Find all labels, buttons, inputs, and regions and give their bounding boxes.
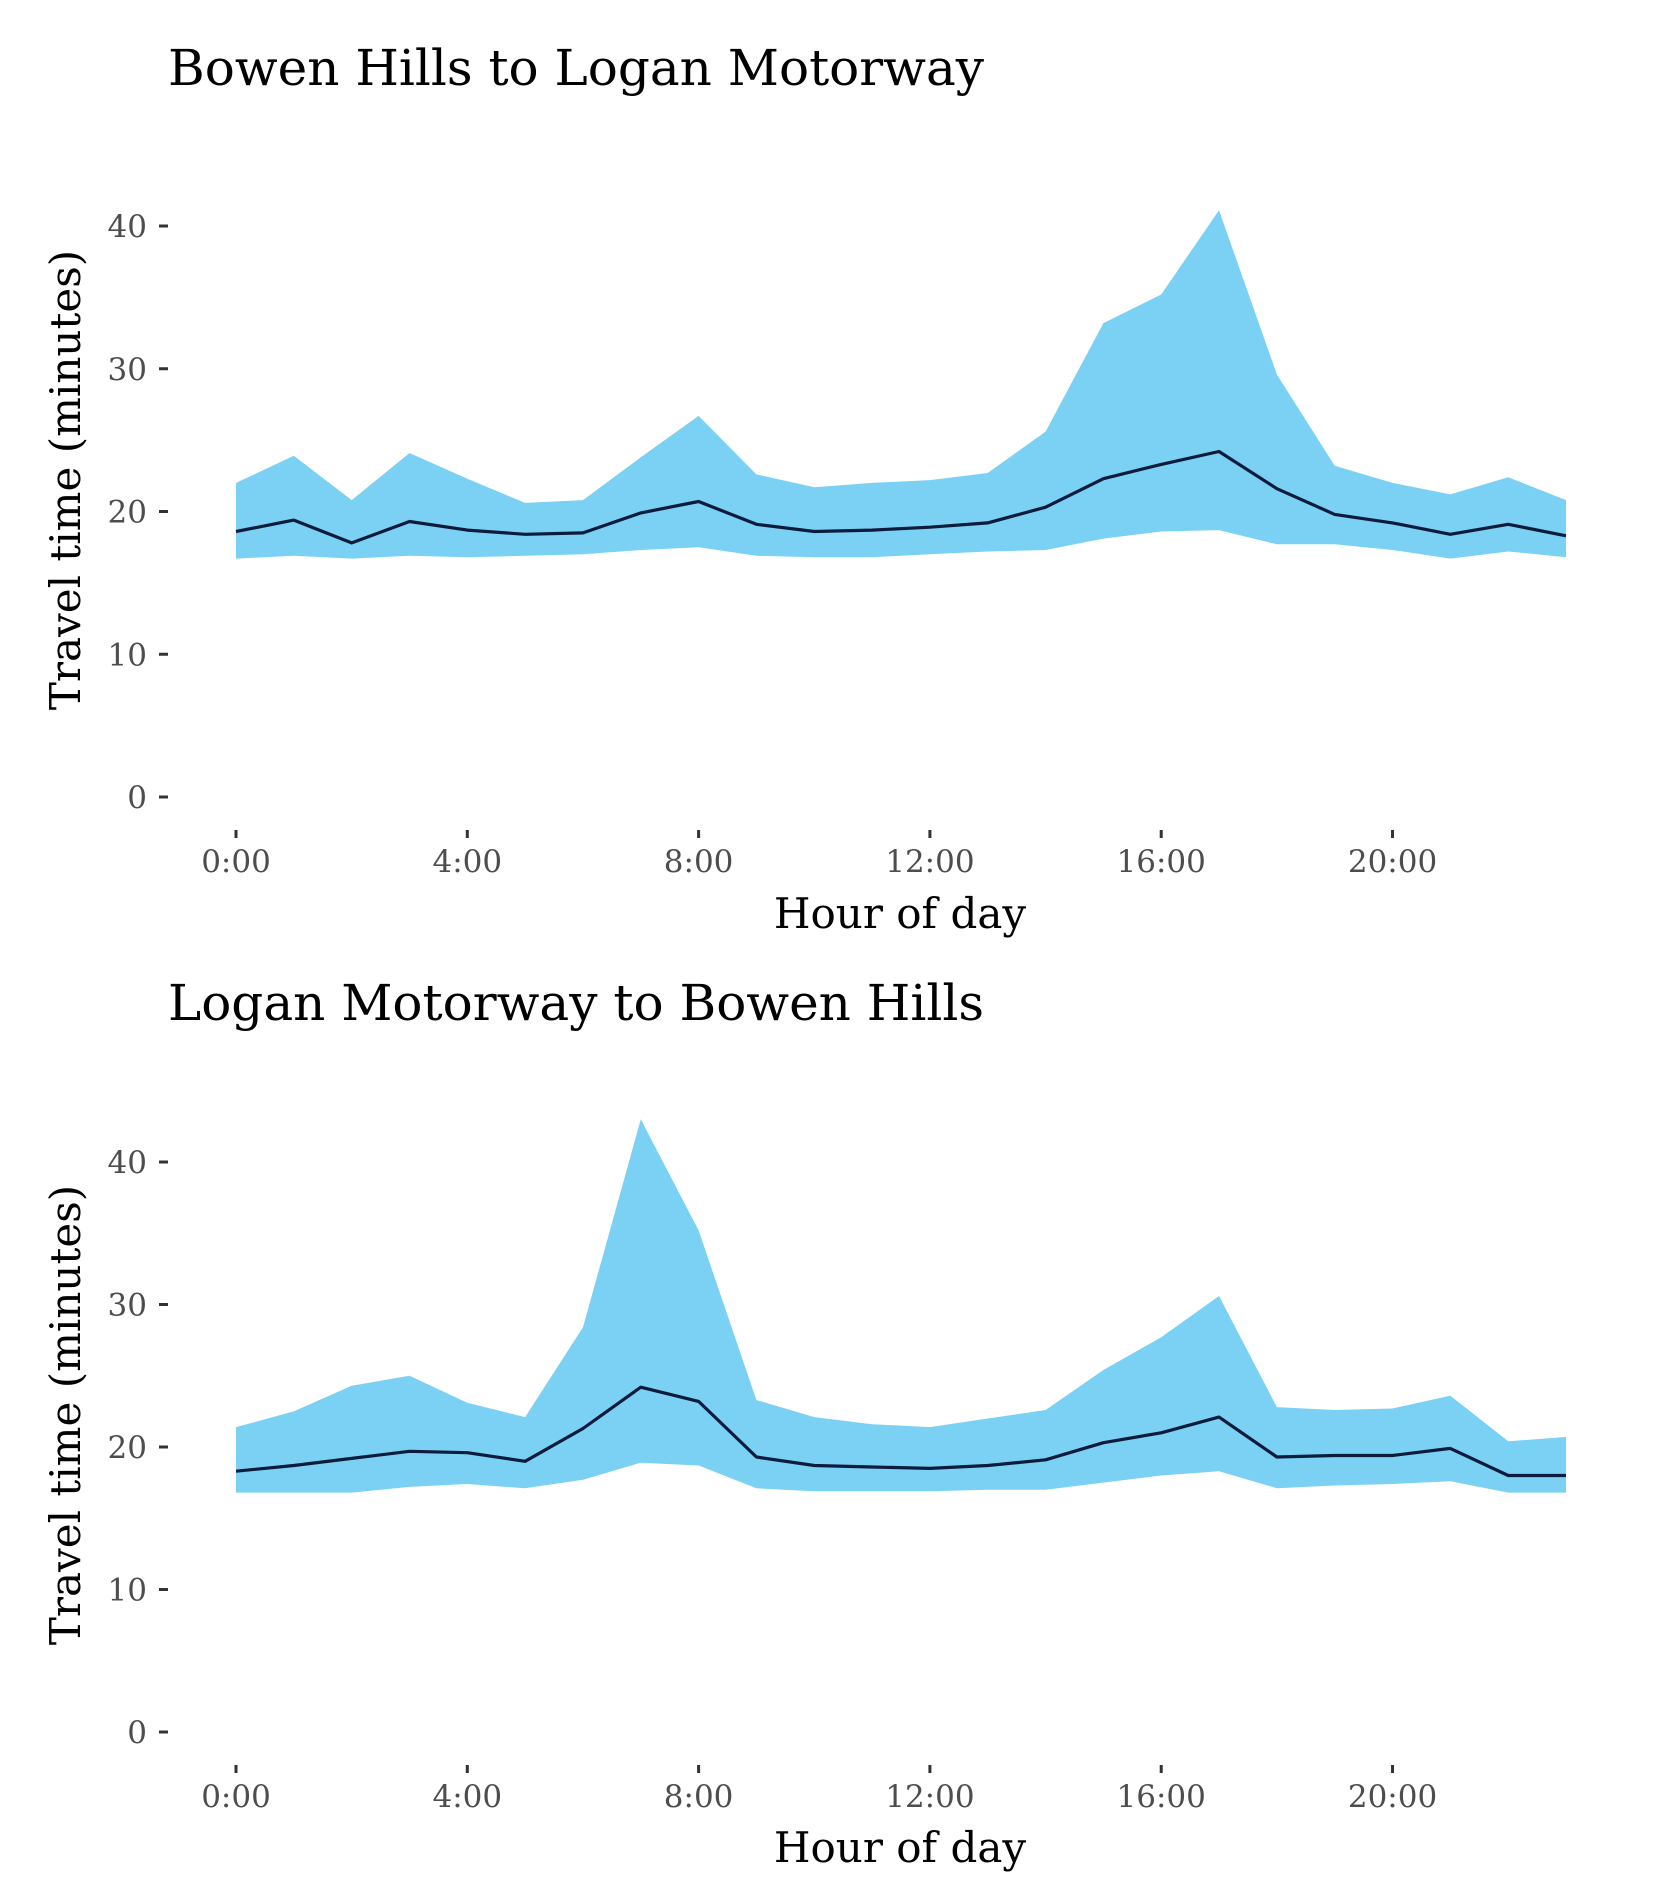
y-axis-title: Travel time (minutes) <box>41 1185 90 1645</box>
plot-area <box>235 210 1567 559</box>
x-tick-label: 16:00 <box>1117 844 1206 880</box>
y-tick-label: 10 <box>108 1573 147 1609</box>
y-tick-label: 40 <box>108 1145 147 1181</box>
x-tick-label: 8:00 <box>664 1779 734 1815</box>
x-tick-label: 12:00 <box>885 1779 974 1815</box>
y-tick-label: 0 <box>127 780 147 816</box>
y-tick-label: 0 <box>127 1715 147 1751</box>
y-tick-label: 30 <box>108 352 147 388</box>
y-axis-title: Travel time (minutes) <box>41 250 90 710</box>
y-tick-label: 40 <box>108 209 147 245</box>
x-axis: 0:00 4:00 8:00 12:00 16:00 20:00 <box>201 1765 1437 1815</box>
chart-panel-2: Logan Motorway to Bowen Hills 010203040 … <box>41 974 1566 1872</box>
median-line <box>235 1385 1566 1478</box>
y-tick-label: 30 <box>108 1288 147 1324</box>
chart-panel-1: Bowen Hills to Logan Motorway 010203040 … <box>41 39 1567 938</box>
x-axis-title: Hour of day <box>774 1823 1026 1872</box>
plot-area <box>235 1119 1566 1493</box>
median-line <box>235 449 1567 545</box>
chart-title: Bowen Hills to Logan Motorway <box>168 39 985 97</box>
x-tick-label: 20:00 <box>1348 844 1437 880</box>
x-axis: 0:00 4:00 8:00 12:00 16:00 20:00 <box>201 830 1437 880</box>
chart-title: Logan Motorway to Bowen Hills <box>168 974 984 1032</box>
x-tick-label: 0:00 <box>201 1779 271 1815</box>
x-tick-label: 0:00 <box>201 844 271 880</box>
x-tick-label: 20:00 <box>1348 1779 1437 1815</box>
range-band <box>236 1119 1566 1493</box>
y-tick-label: 10 <box>108 637 147 673</box>
x-tick-label: 12:00 <box>885 844 974 880</box>
y-axis: 0 10 20 30 40 <box>108 209 168 816</box>
x-tick-label: 4:00 <box>432 1779 502 1815</box>
x-tick-label: 4:00 <box>432 844 502 880</box>
range-band <box>236 210 1566 559</box>
x-tick-label: 16:00 <box>1117 1779 1206 1815</box>
x-tick-label: 8:00 <box>664 844 734 880</box>
y-tick-label: 20 <box>108 495 147 531</box>
y-tick-label: 20 <box>108 1430 147 1466</box>
y-axis: 0 10 20 30 40 <box>108 1145 168 1751</box>
x-axis-title: Hour of day <box>774 889 1026 938</box>
